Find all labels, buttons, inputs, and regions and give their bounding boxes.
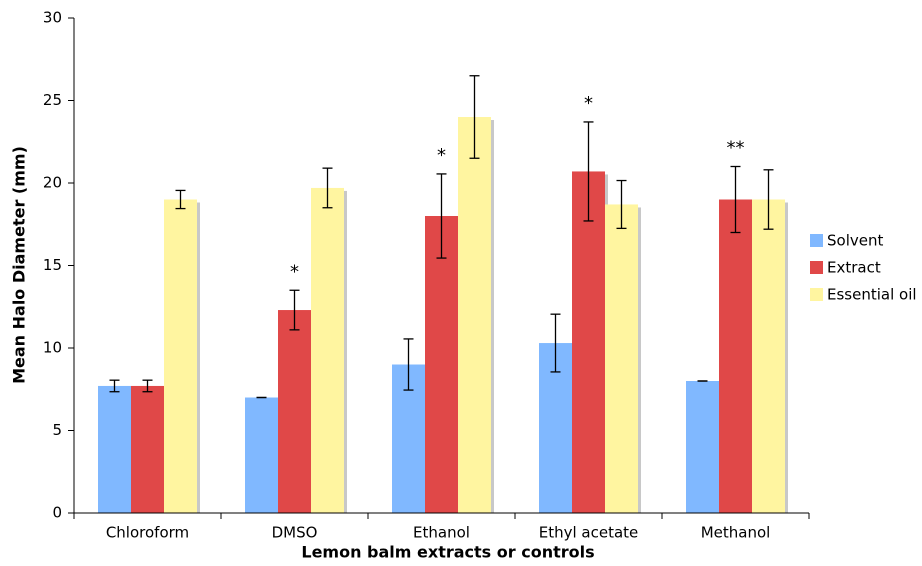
y-tick-label: 10 [43, 339, 62, 357]
bar [686, 381, 719, 513]
legend-label: Essential oil [827, 286, 917, 304]
bar [572, 171, 605, 513]
bar [98, 385, 131, 513]
error-bar [109, 379, 120, 393]
error-bar [142, 379, 153, 393]
error-bar [469, 75, 480, 159]
x-tick-label: Ethanol [413, 524, 470, 542]
legend-swatch [810, 261, 823, 274]
error-bar [322, 167, 333, 209]
bar [425, 216, 458, 513]
error-bar [550, 313, 561, 373]
x-tick-label: Chloroform [106, 524, 189, 542]
bar [131, 385, 164, 513]
x-tick-label: DMSO [272, 524, 318, 542]
y-tick-label: 25 [43, 91, 62, 109]
y-axis-title: Mean Halo Diameter (mm) [10, 146, 29, 384]
legend-swatch [810, 288, 823, 301]
error-bar [175, 189, 186, 210]
bar [278, 310, 311, 513]
x-axis-title: Lemon balm extracts or controls [301, 543, 594, 562]
error-bar [763, 169, 774, 230]
annotation: * [437, 145, 446, 166]
annotation: * [584, 93, 593, 114]
x-tick-label: Ethyl acetate [539, 524, 639, 542]
error-bar [289, 289, 300, 331]
bar [752, 199, 785, 513]
error-bar [730, 165, 741, 234]
y-tick-label: 20 [43, 174, 62, 192]
y-tick-label: 30 [43, 9, 62, 27]
bar [311, 187, 344, 513]
bar [605, 204, 638, 513]
error-bar [403, 338, 414, 391]
annotation: ** [727, 138, 745, 159]
legend-label: Solvent [827, 232, 883, 250]
bar [719, 199, 752, 513]
legend-label: Extract [827, 259, 881, 277]
error-bar [436, 173, 447, 259]
error-bar [583, 121, 594, 222]
y-tick-label: 15 [43, 256, 62, 274]
legend-swatch [810, 234, 823, 247]
y-tick-label: 0 [52, 504, 62, 522]
annotation: * [290, 261, 299, 282]
bar [164, 199, 197, 513]
y-tick-label: 5 [52, 421, 62, 439]
bar [458, 117, 491, 513]
bar [245, 397, 278, 513]
error-bar [616, 179, 627, 230]
x-tick-label: Methanol [701, 524, 771, 542]
